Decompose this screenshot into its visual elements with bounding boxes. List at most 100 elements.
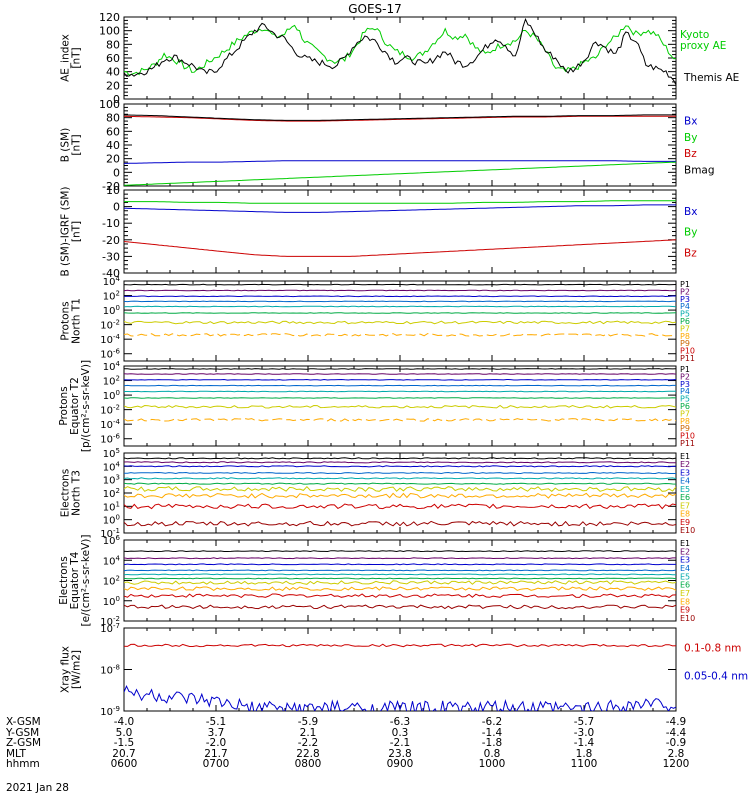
- y-axis-label: [W/m2]: [71, 650, 83, 689]
- series-line-E9: [124, 593, 676, 598]
- series-line-E6: [124, 482, 676, 485]
- ephemeris-label: X-GSM: [6, 716, 41, 728]
- legend-E6: E6: [680, 581, 690, 590]
- series-line-By: [124, 161, 676, 186]
- series-group: [124, 114, 676, 186]
- y-axis-label: Protons: [58, 386, 70, 425]
- series-line-P8: [124, 333, 676, 337]
- panel-2: [123, 189, 677, 274]
- ephemeris-value: 21.7: [204, 747, 228, 760]
- legend-P4: P4: [680, 387, 690, 396]
- y-tick-label: -10: [102, 217, 120, 230]
- y-tick-label: 104: [103, 554, 121, 567]
- series-line-E6: [124, 577, 676, 580]
- ephemeris-value: -2.0: [205, 737, 227, 749]
- series-line-P2: [124, 289, 676, 292]
- legend-E3: E3: [680, 468, 690, 477]
- legend-P1: P1: [680, 280, 690, 289]
- series-line-E8: [124, 492, 676, 499]
- series-line-E5: [124, 573, 676, 576]
- ephemeris-label: Z-GSM: [6, 737, 42, 749]
- y-tick-label: 10-7: [100, 622, 120, 635]
- panel-7: [123, 627, 677, 712]
- y-tick-label: 101: [103, 500, 120, 513]
- series-group: [124, 643, 676, 711]
- series-line-E2: [124, 461, 676, 464]
- ephemeris-value: -1.4: [481, 726, 503, 739]
- legend-P3: P3: [680, 380, 690, 389]
- plot-title: GOES-17: [348, 2, 402, 16]
- ephemeris-row: Z-GSM -1.5 -2.0 -2.2 -2.1 -1.8 -1.4 -0.9: [6, 738, 746, 749]
- series-line-P6: [124, 312, 676, 314]
- y-tick-label: 100: [103, 514, 120, 527]
- legend-P7: P7: [680, 324, 690, 333]
- panel-frame: [123, 539, 677, 622]
- legend-Bx: Bx: [684, 206, 697, 218]
- y-tick-label: 20: [106, 153, 120, 166]
- ephemeris-value: -3.0: [573, 726, 595, 739]
- series-line-E1: [124, 457, 676, 460]
- legend-Bmag: Bmag: [684, 165, 715, 177]
- panel-frame: [123, 280, 677, 362]
- ephemeris-value: -5.9: [297, 716, 319, 728]
- legend-E1: E1: [680, 452, 690, 461]
- legend-P4: P4: [680, 302, 690, 311]
- series-line-P8: [124, 418, 676, 422]
- series-line-P4: [124, 300, 676, 303]
- series-line-Bmag: [124, 114, 676, 121]
- ephemeris-value: -4.0: [113, 716, 135, 728]
- y-tick-label: 10-4: [100, 418, 120, 431]
- ephemeris-label: hhmm: [6, 758, 40, 770]
- series-line-Bz: [124, 115, 676, 122]
- ephemeris-value: -4.9: [665, 716, 687, 728]
- y-tick-label: 40: [106, 66, 120, 79]
- panel-frame: [123, 627, 677, 712]
- legend-E2: E2: [680, 547, 690, 556]
- ephemeris-value: 0.3: [391, 726, 409, 739]
- legend-E5: E5: [680, 572, 690, 581]
- y-tick-label: 102: [103, 575, 120, 588]
- series-line-E3: [124, 465, 676, 468]
- y-tick-label: 100: [103, 389, 120, 402]
- y-tick-label: 80: [106, 38, 120, 51]
- series-line-E5: [124, 477, 676, 480]
- legend-P8: P8: [680, 417, 690, 426]
- series-group: [124, 200, 676, 257]
- y-axis-label: [nT]: [71, 221, 83, 242]
- y-tick-label: 100: [99, 25, 120, 38]
- legend-P6: P6: [680, 317, 690, 326]
- ephemeris-value: -2.1: [389, 737, 411, 749]
- series-group: [124, 283, 676, 337]
- series-line-P3: [124, 295, 676, 298]
- ephemeris-value: -6.3: [389, 716, 411, 728]
- legend-P11: P11: [680, 439, 695, 448]
- y-axis-label: Equator T2: [69, 377, 81, 435]
- ephemeris-table: X-GSM -4.0 -5.1 -5.9 -6.3 -6.2 -5.7 -4.9 Y-GSM 5.…: [6, 717, 746, 770]
- ephemeris-value: 1200: [662, 758, 690, 770]
- ephemeris-value: 2.8: [667, 747, 685, 760]
- legend-Bz: Bz: [684, 247, 697, 259]
- y-tick-label: 10-2: [100, 319, 120, 332]
- legend-P2: P2: [680, 287, 690, 296]
- series-group: [124, 457, 676, 527]
- y-tick-label: 100: [99, 98, 120, 111]
- panel-frame: [123, 365, 677, 447]
- y-tick-label: -30: [102, 250, 120, 263]
- legend-themis-ae: Themis AE: [683, 72, 739, 84]
- series-line-E4: [124, 471, 676, 475]
- ephemeris-value: 0800: [294, 758, 322, 770]
- y-tick-label: 0: [113, 166, 120, 179]
- legend-By: By: [684, 227, 697, 239]
- series-line-By: [124, 200, 676, 204]
- ephemeris-value: 5.0: [115, 726, 133, 739]
- series-line-E7: [124, 485, 676, 492]
- ephemeris-value: 20.7: [112, 747, 136, 760]
- y-tick-label: 0: [113, 93, 120, 106]
- panel-5: [123, 452, 677, 534]
- series-group: [124, 550, 676, 610]
- y-tick-label: 60: [106, 125, 120, 138]
- ephemeris-value: 23.8: [388, 747, 412, 760]
- panel-4: [123, 365, 677, 447]
